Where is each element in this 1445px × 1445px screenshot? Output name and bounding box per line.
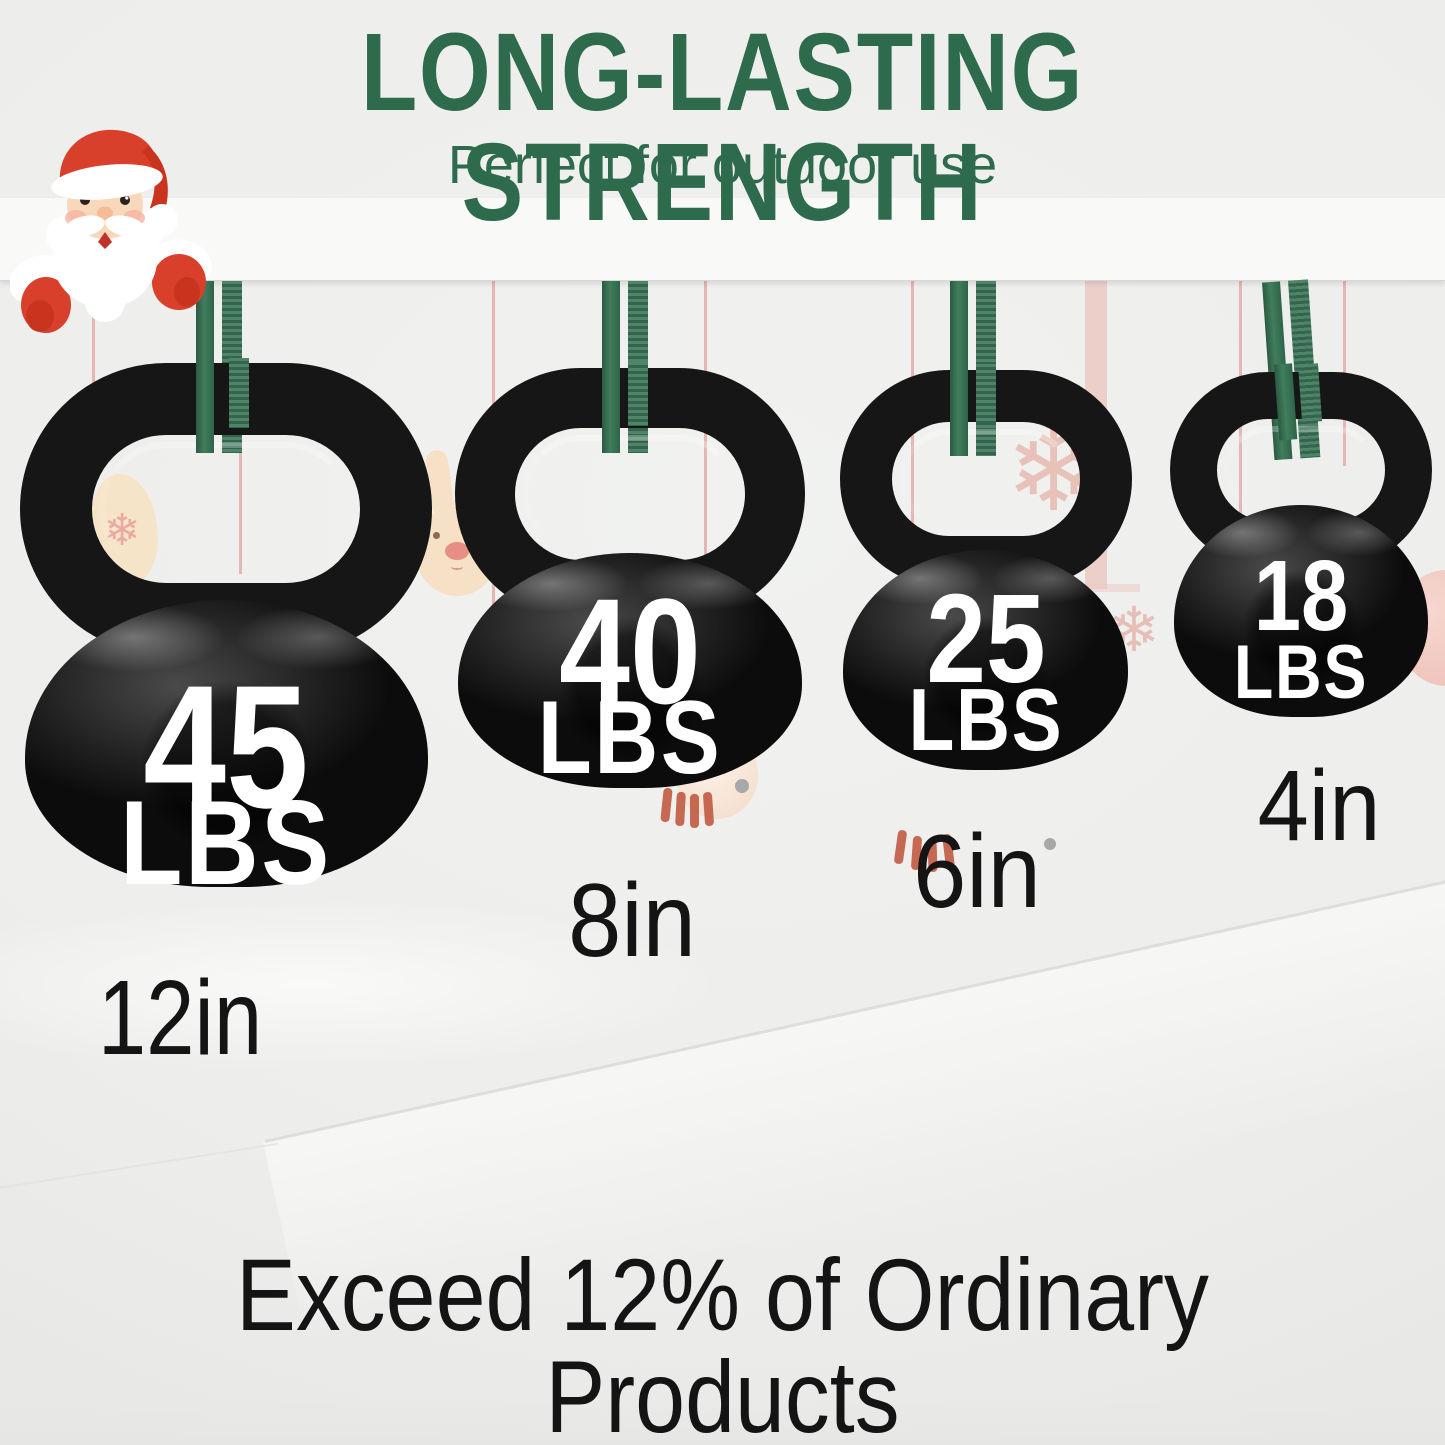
strap-wrap [196, 358, 214, 448]
weight-unit-label: LBS [120, 776, 332, 910]
snowman-button-icon [1044, 838, 1056, 850]
kettlebell-body [25, 600, 428, 887]
footer-claim-text: Exceed 12% of Ordinary Products [236, 1238, 1209, 1445]
hanging-rail [0, 198, 1445, 281]
strap-wrap [229, 358, 249, 428]
size-label: 12in [97, 959, 263, 1077]
ornament-string [92, 281, 95, 406]
weight-label: 18 [1253, 540, 1349, 652]
page-title: LONG-LASTING STRENGTH [360, 11, 1085, 244]
background-crease [0, 1142, 279, 1190]
weight-label: 40 [559, 567, 701, 735]
santa-icon [10, 129, 212, 333]
weight-unit-label: LBS [537, 680, 723, 796]
kettlebell-body [1174, 505, 1428, 717]
page-subtitle: Perfect for outdoor use [447, 135, 998, 195]
strap-wrap [976, 364, 996, 422]
kettlebell-25lbs: 25 LBS [840, 370, 1132, 773]
size-label: 6in [913, 814, 1041, 930]
weight-unit-label: LBS [1233, 630, 1369, 715]
strap-wrap [1298, 363, 1323, 423]
size-label: 4in [1257, 750, 1381, 862]
strap-wrap [628, 362, 648, 426]
snowman-button-icon [735, 779, 749, 793]
strap-wrap [950, 364, 968, 438]
scarf-fringe-icon [675, 791, 686, 827]
weight-label: 45 [143, 650, 309, 845]
weight-label: 25 [926, 568, 1046, 709]
kettlebell-body [458, 553, 802, 788]
background-shade [0, 1398, 1445, 1445]
scarf-fringe-icon [690, 794, 699, 828]
size-label: 8in [568, 863, 696, 979]
kettlebell-45lbs: 45 LBS [20, 363, 432, 903]
weight-unit-label: LBS [908, 670, 1064, 769]
kettlebell-40lbs: 40 LBS [455, 368, 805, 790]
strap-wrap [602, 362, 620, 444]
kettlebell-body [843, 550, 1128, 770]
kettlebell-18lbs: 18 LBS [1170, 372, 1432, 719]
